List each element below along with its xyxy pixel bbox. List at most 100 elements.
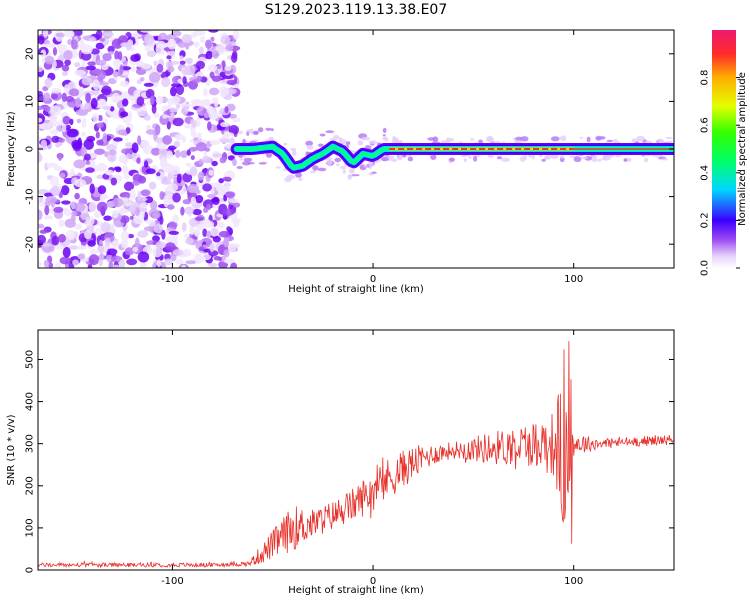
noise-speck — [78, 86, 85, 98]
noise-speck — [220, 121, 230, 128]
noise-speck — [185, 162, 192, 167]
noise-speck — [138, 111, 148, 116]
noise-speck — [119, 259, 126, 268]
noise-speck — [143, 160, 149, 168]
noise-speck — [182, 248, 192, 257]
noise-speck — [224, 65, 232, 72]
noise-speck — [192, 208, 202, 216]
noise-speck — [92, 113, 99, 122]
noise-speck — [38, 151, 42, 162]
noise-speck — [202, 228, 208, 237]
halo-speck — [485, 136, 494, 143]
halo-speck — [368, 165, 372, 170]
noise-speck — [111, 198, 124, 208]
halo-speck — [340, 165, 347, 170]
halo-speck — [623, 158, 628, 162]
noise-speck — [85, 167, 95, 173]
noise-speck — [169, 165, 181, 176]
noise-speck — [169, 107, 179, 113]
noise-speck — [166, 33, 176, 40]
noise-speck — [48, 119, 59, 127]
noise-speck — [225, 44, 234, 52]
noise-speck — [74, 62, 81, 68]
halo-speck — [275, 166, 281, 169]
noise-speck — [197, 132, 202, 140]
noise-speck — [232, 202, 241, 208]
noise-speck — [134, 215, 144, 225]
y-tick-label: -10 — [25, 188, 36, 204]
noise-speck — [180, 103, 191, 108]
figure-title: S129.2023.119.13.38.E07 — [265, 2, 448, 18]
noise-speck — [112, 264, 121, 268]
noise-speck — [87, 264, 93, 268]
noise-speck — [219, 71, 226, 78]
noise-speck — [152, 247, 163, 258]
noise-speck — [94, 148, 105, 155]
noise-speck — [84, 229, 92, 240]
noise-speck — [173, 176, 178, 184]
halo-speck — [473, 156, 478, 162]
y-tick-label: 100 — [25, 518, 36, 537]
noise-speck — [159, 216, 164, 225]
noise-speck — [38, 35, 45, 45]
halo-speck — [258, 162, 267, 165]
noise-speck — [194, 253, 204, 264]
noise-speck — [190, 131, 197, 138]
noise-speck — [202, 108, 207, 115]
noise-speck — [81, 117, 87, 129]
noise-speck — [95, 42, 105, 50]
noise-speck — [225, 191, 236, 199]
noise-speck — [164, 242, 176, 251]
noise-speck — [181, 34, 192, 44]
noise-speck — [208, 169, 214, 176]
noise-speck — [40, 139, 48, 149]
noise-speck — [160, 71, 169, 79]
noise-speck — [233, 83, 239, 89]
noise-speck — [119, 215, 130, 224]
noise-speck — [212, 153, 224, 158]
noise-speck — [145, 129, 157, 135]
halo-speck — [541, 158, 546, 162]
noise-speck — [156, 259, 162, 268]
noise-speck — [162, 135, 173, 145]
noise-speck — [115, 167, 122, 173]
halo-speck — [384, 137, 389, 142]
noise-speck — [80, 51, 92, 61]
noise-speck — [121, 230, 129, 242]
noise-speck — [196, 75, 203, 81]
noise-speck — [197, 171, 205, 181]
noise-speck — [58, 219, 65, 228]
halo-speck — [371, 171, 377, 174]
noise-speck — [85, 65, 96, 71]
noise-speck — [170, 112, 175, 118]
noise-speck — [96, 245, 108, 254]
noise-speck — [127, 111, 133, 122]
halo-speck — [283, 142, 288, 146]
noise-speck — [212, 196, 220, 205]
halo-speck — [382, 134, 386, 137]
noise-speck — [74, 223, 83, 230]
noise-speck — [207, 121, 212, 131]
noise-speck — [98, 98, 107, 108]
noise-speck — [102, 32, 115, 37]
noise-speck — [134, 237, 140, 249]
noise-speck — [38, 105, 45, 111]
noise-speck — [71, 39, 78, 50]
noise-speck — [141, 63, 151, 70]
noise-speck — [48, 262, 54, 268]
noise-speck — [185, 42, 190, 50]
noise-speck — [74, 179, 87, 188]
noise-speck — [212, 203, 221, 209]
noise-speck — [54, 263, 62, 268]
noise-speck — [137, 135, 142, 146]
halo-speck — [397, 154, 403, 159]
noise-speck — [223, 249, 230, 258]
halo-speck — [501, 157, 510, 162]
halo-speck — [658, 140, 665, 144]
noise-speck — [75, 109, 88, 116]
y-tick-label: 200 — [25, 476, 36, 495]
halo-speck — [246, 129, 253, 133]
noise-speck — [223, 237, 229, 248]
halo-speck — [325, 130, 335, 134]
